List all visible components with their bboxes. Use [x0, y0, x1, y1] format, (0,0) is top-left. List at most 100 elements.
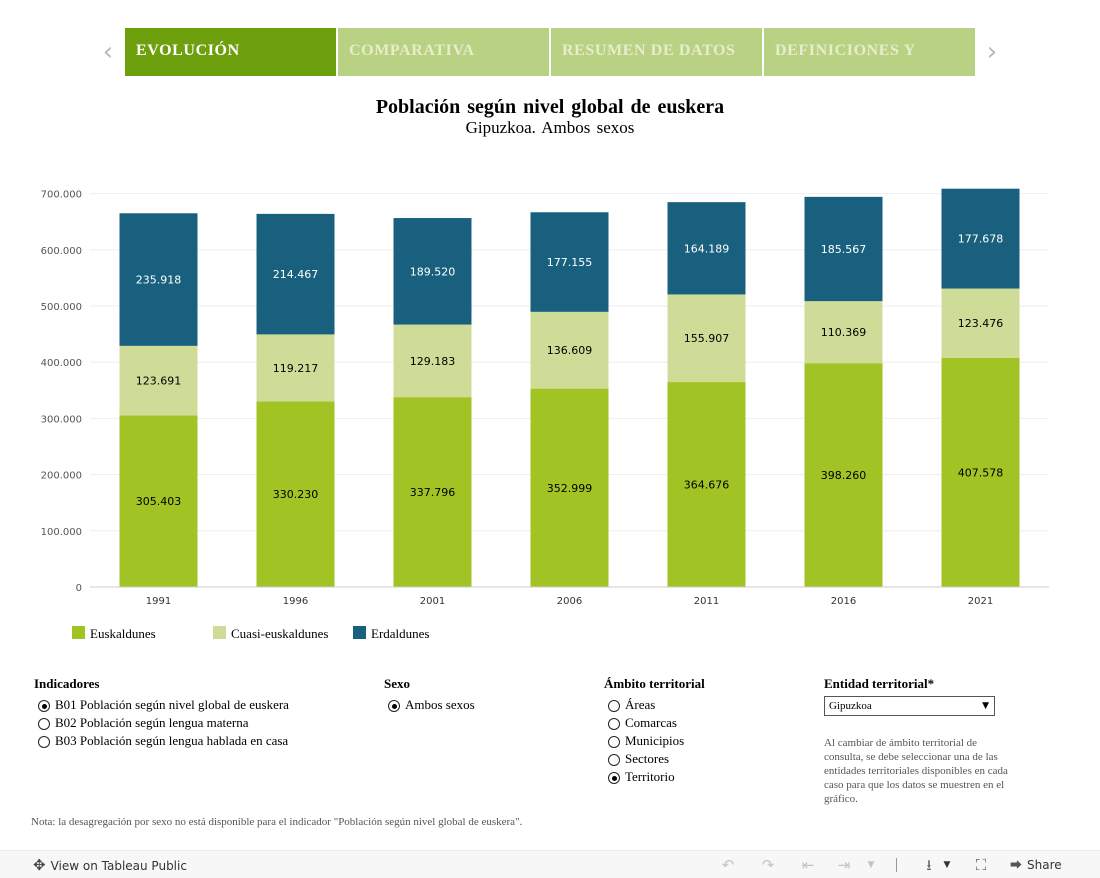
bar-segment[interactable] — [393, 324, 472, 398]
chevron-right-icon[interactable]: › — [986, 37, 998, 67]
bar-segment[interactable] — [667, 294, 746, 383]
y-tick-label: 400.000 — [41, 358, 82, 369]
legend-item-euskaldunes[interactable]: Euskaldunes — [72, 626, 156, 646]
radio-label: Ambos sexos — [405, 697, 475, 712]
radio-checked-icon[interactable] — [38, 700, 50, 712]
bar-segment[interactable] — [667, 382, 746, 587]
y-tick-label: 600.000 — [41, 246, 82, 257]
radio-icon[interactable] — [38, 736, 50, 748]
refresh-dropdown-icon[interactable]: ▼ — [867, 860, 875, 870]
legend-label: Euskaldunes — [90, 626, 156, 641]
radio-icon[interactable] — [608, 700, 620, 712]
bar-segment[interactable] — [119, 213, 198, 346]
bar-segment[interactable] — [941, 188, 1020, 289]
filter-sexo: Sexo Ambos sexos — [384, 676, 475, 714]
undo-icon[interactable]: ↶ — [721, 856, 735, 874]
tab-evolucion[interactable]: EVOLUCIÓN — [125, 28, 336, 76]
radio-label: Áreas — [625, 697, 656, 712]
radio-icon[interactable] — [608, 754, 620, 766]
data-label: 235.918 — [136, 274, 182, 287]
x-tick-label: 2011 — [694, 596, 719, 607]
tab-definiciones[interactable]: DEFINICIONES Y — [764, 28, 975, 76]
legend-item-erdaldunes[interactable]: Erdaldunes — [353, 626, 429, 646]
y-axis: 0 100.000 200.000 300.000 400.000 500.000 600.… — [41, 190, 82, 594]
radio-option-areas[interactable]: Áreas — [608, 696, 705, 714]
bar-segment[interactable] — [256, 401, 335, 587]
download-icon[interactable]: ⭳ — [926, 856, 932, 874]
refresh-icon[interactable]: ⇥ — [837, 856, 851, 874]
bar-segment[interactable] — [804, 363, 883, 587]
share-button[interactable]: ⮕ Share — [1010, 856, 1062, 874]
fullscreen-icon[interactable]: ⛶ — [975, 856, 987, 874]
bar-segment[interactable] — [667, 202, 746, 295]
bar-segment[interactable] — [256, 213, 335, 335]
revert-icon[interactable]: ⇤ — [801, 856, 815, 874]
data-label: 398.260 — [821, 469, 867, 482]
radio-option-ambos-sexos[interactable]: Ambos sexos — [388, 696, 475, 714]
legend-label: Erdaldunes — [371, 626, 430, 641]
bar-segment[interactable] — [530, 311, 609, 389]
data-label: 129.183 — [410, 355, 456, 368]
filter-title: Sexo — [384, 676, 410, 691]
bar-segment[interactable] — [941, 288, 1020, 358]
radio-icon[interactable] — [38, 718, 50, 730]
bar-segment[interactable] — [804, 196, 883, 302]
radio-label: B01 Población según nivel global de eusk… — [55, 697, 289, 712]
radio-checked-icon[interactable] — [608, 772, 620, 784]
data-label: 305.403 — [136, 495, 182, 508]
radio-option-comarcas[interactable]: Comarcas — [608, 714, 705, 732]
tab-resumen-de-datos[interactable]: RESUMEN DE DATOS — [551, 28, 762, 76]
bar-segment[interactable] — [393, 397, 472, 587]
legend-swatch-euskaldunes — [72, 626, 85, 639]
bar-segment[interactable] — [119, 345, 198, 416]
footnote: Nota: la desagregación por sexo no está … — [31, 816, 523, 828]
radio-icon[interactable] — [608, 736, 620, 748]
bar-segment[interactable] — [941, 357, 1020, 587]
y-tick-label: 500.000 — [41, 302, 82, 313]
data-label: 119.217 — [273, 362, 319, 375]
x-tick-label: 1991 — [146, 596, 171, 607]
radio-option-b02[interactable]: B02 Población según lengua materna — [38, 714, 289, 732]
radio-option-sectores[interactable]: Sectores — [608, 750, 705, 768]
dropdown-arrow-icon[interactable]: ▼ — [982, 701, 989, 711]
tableau-logo-icon: ✥ — [33, 856, 46, 874]
x-tick-label: 2006 — [557, 596, 582, 607]
x-tick-label: 1996 — [283, 596, 308, 607]
data-label: 177.155 — [547, 256, 593, 269]
data-label: 123.691 — [136, 375, 182, 388]
bar-segment[interactable] — [804, 301, 883, 364]
radio-option-b03[interactable]: B03 Población según lengua hablada en ca… — [38, 732, 289, 750]
chevron-left-icon[interactable]: ‹ — [102, 37, 114, 67]
bar-segment[interactable] — [530, 388, 609, 587]
download-dropdown-icon[interactable]: ▼ — [943, 860, 951, 870]
bar-segment[interactable] — [393, 218, 472, 325]
radio-label: B02 Población según lengua materna — [55, 715, 249, 730]
chart-title: Población según nivel global de euskera — [375, 96, 725, 118]
bar-segment[interactable] — [119, 415, 198, 587]
y-tick-label: 200.000 — [41, 471, 82, 482]
x-tick-label: 2001 — [420, 596, 445, 607]
radio-label: Comarcas — [625, 715, 677, 730]
radio-icon[interactable] — [608, 718, 620, 730]
redo-icon[interactable]: ↷ — [761, 856, 775, 874]
legend-item-cuasi-euskaldunes[interactable]: Cuasi-euskaldunes — [213, 626, 328, 646]
bar-segment[interactable] — [256, 334, 335, 402]
radio-option-municipios[interactable]: Municipios — [608, 732, 705, 750]
x-tick-label: 2016 — [831, 596, 856, 607]
filter-title: Indicadores — [34, 676, 100, 691]
y-tick-label: 100.000 — [41, 527, 82, 538]
radio-checked-icon[interactable] — [388, 700, 400, 712]
entidad-select[interactable]: Gipuzkoa ▼ — [824, 696, 995, 716]
radio-option-b01[interactable]: B01 Población según nivel global de eusk… — [38, 696, 289, 714]
data-label: 407.578 — [958, 466, 1004, 479]
y-tick-label: 700.000 — [41, 190, 82, 201]
legend-label: Cuasi-euskaldunes — [231, 626, 329, 641]
toolbar-divider — [896, 858, 897, 872]
tab-comparativa[interactable]: COMPARATIVA — [338, 28, 549, 76]
bar-segment[interactable] — [530, 212, 609, 312]
filter-ambito-territorial: Ámbito territorial Áreas Comarcas Munici… — [604, 676, 705, 786]
data-label: 136.609 — [547, 344, 593, 357]
radio-label: Municipios — [625, 733, 685, 748]
view-on-tableau-public-link[interactable]: ✥ View on Tableau Public — [33, 856, 187, 874]
radio-option-territorio[interactable]: Territorio — [608, 768, 705, 786]
